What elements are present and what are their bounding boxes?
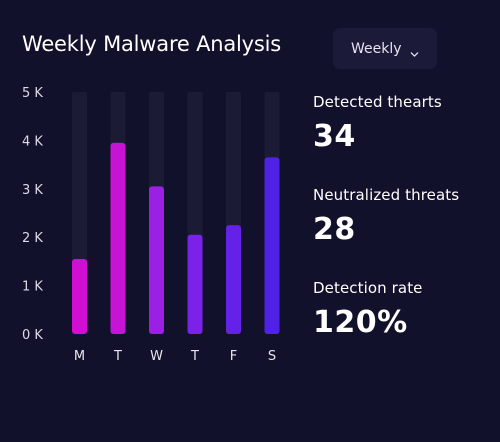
y-tick-label: 0 K [22, 328, 43, 343]
stat-label: Neutralized threats [313, 186, 460, 204]
stat-value: 28 [313, 212, 356, 247]
bar-5[interactable] [264, 157, 280, 334]
stat-detection-rate: Detection rate 120% [313, 279, 423, 340]
x-category-label: M [74, 349, 85, 364]
stat-label: Detection rate [313, 279, 423, 297]
stat-value: 120% [313, 305, 408, 340]
x-category-label: T [190, 349, 199, 364]
bar-3[interactable] [187, 234, 203, 334]
stat-label: Detected thearts [313, 93, 442, 111]
y-tick-label: 1 K [22, 280, 43, 295]
y-tick-label: 3 K [22, 183, 43, 198]
stat-value: 34 [313, 119, 356, 154]
y-tick-label: 5 K [22, 86, 43, 101]
y-tick-label: 4 K [22, 134, 43, 149]
bar-1[interactable] [110, 142, 126, 334]
bar-2[interactable] [149, 186, 164, 334]
period-dropdown[interactable]: Weekly [333, 28, 437, 69]
x-category-label: T [113, 349, 122, 364]
y-tick-label: 2 K [22, 231, 43, 246]
page-title: Weekly Malware Analysis [22, 32, 282, 56]
x-category-label: W [150, 349, 163, 364]
chevron-down-icon [410, 44, 419, 57]
stat-neutralized-threats: Neutralized threats 28 [313, 186, 459, 247]
bar-0[interactable] [72, 258, 87, 334]
weekly-bar-chart: 5 K 4 K 3 K 2 K 1 K 0 K M T W T F S [22, 86, 280, 364]
bar-4[interactable] [226, 225, 241, 334]
x-category-label: F [230, 349, 237, 364]
x-category-label: S [268, 349, 276, 364]
stat-detected-threats: Detected thearts 34 [313, 93, 442, 154]
period-dropdown-label: Weekly [351, 40, 402, 57]
